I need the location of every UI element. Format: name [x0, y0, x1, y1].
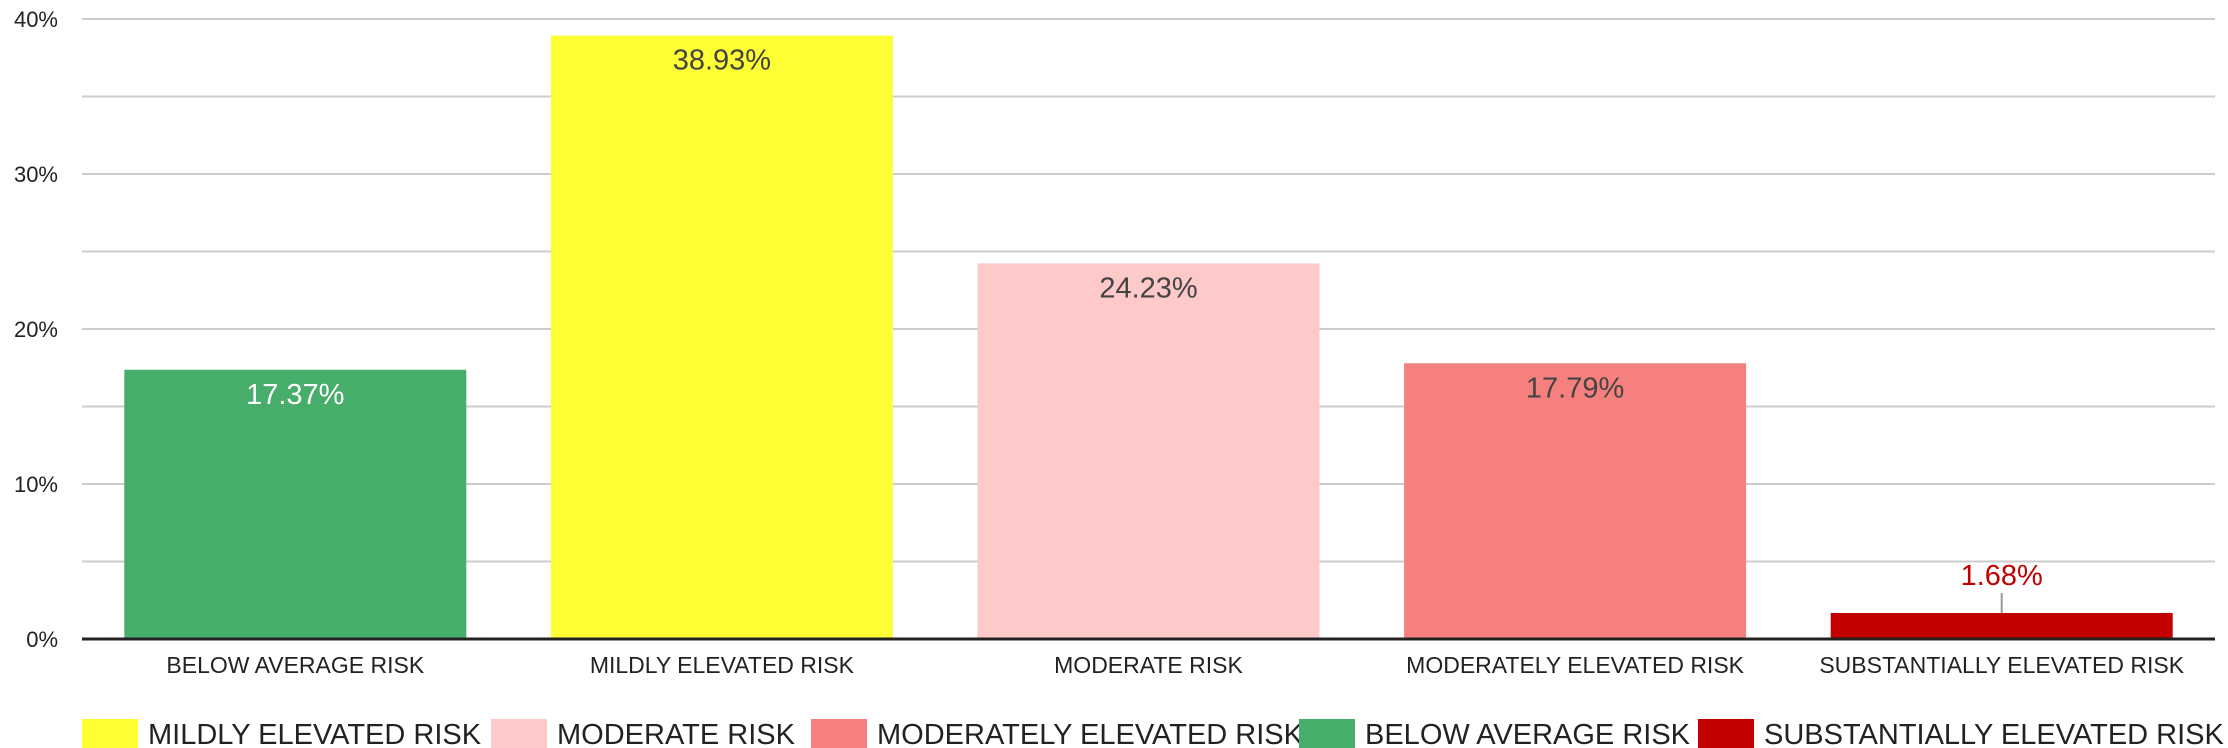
- category-label: MILDLY ELEVATED RISK: [590, 652, 855, 678]
- legend-swatch: [1698, 719, 1754, 748]
- y-tick-label: 10%: [14, 472, 58, 497]
- bars: [124, 35, 2173, 639]
- value-label: 1.68%: [1961, 560, 2043, 592]
- category-labels: BELOW AVERAGE RISK MILDLY ELEVATED RISK MO…: [166, 652, 2184, 678]
- bar: [977, 263, 1320, 639]
- category-label: MODERATE RISK: [1054, 652, 1243, 678]
- value-label: 17.37%: [246, 379, 344, 411]
- value-label: 17.79%: [1526, 372, 1624, 404]
- value-label: 38.93%: [673, 45, 771, 77]
- legend-swatch: [1299, 719, 1355, 748]
- legend-swatch: [491, 719, 547, 748]
- legend-label: MODERATE RISK: [557, 719, 796, 748]
- bar: [1830, 612, 2173, 639]
- legend-swatch: [811, 719, 867, 748]
- value-label: 24.23%: [1099, 272, 1197, 304]
- legend-swatch: [82, 719, 138, 748]
- category-label: MODERATELY ELEVATED RISK: [1406, 652, 1745, 678]
- y-tick-label: 30%: [14, 162, 58, 187]
- legend-label: SUBSTANTIALLY ELEVATED RISK: [1764, 719, 2225, 748]
- legend-label: BELOW AVERAGE RISK: [1365, 719, 1691, 748]
- bar: [124, 369, 467, 639]
- legend: MILDLY ELEVATED RISK MODERATE RISK MODERAT…: [82, 719, 2225, 748]
- category-label: SUBSTANTIALLY ELEVATED RISK: [1819, 652, 2184, 678]
- y-axis-tick-labels: 0% 10% 20% 30% 40%: [14, 7, 58, 652]
- y-tick-label: 0%: [26, 627, 58, 652]
- bar: [1404, 363, 1747, 639]
- category-label: BELOW AVERAGE RISK: [166, 652, 424, 678]
- y-tick-label: 20%: [14, 317, 58, 342]
- value-labels: 17.37% 38.93% 24.23% 17.79% 1.68%: [246, 45, 2043, 613]
- legend-label: MILDLY ELEVATED RISK: [148, 719, 482, 748]
- bar: [550, 35, 893, 639]
- y-tick-label: 40%: [14, 7, 58, 32]
- legend-label: MODERATELY ELEVATED RISK: [877, 719, 1304, 748]
